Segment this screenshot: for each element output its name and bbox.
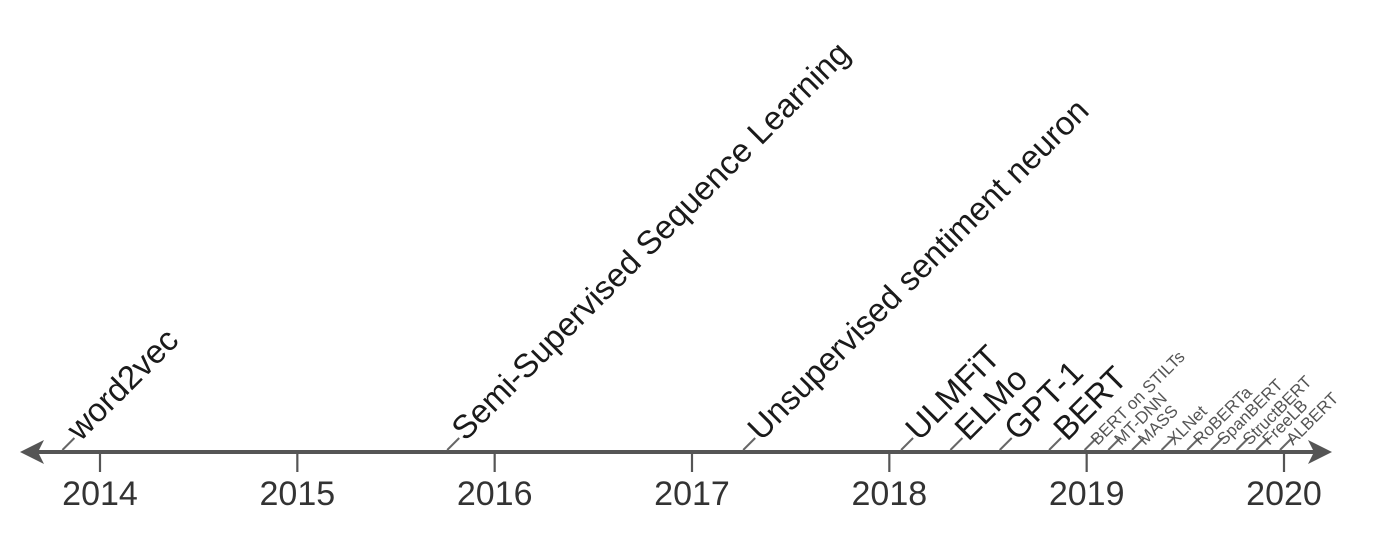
left-arrow-icon (20, 440, 44, 464)
event-marker (1160, 437, 1175, 451)
event-marker (742, 437, 756, 451)
event-markers (61, 437, 1293, 451)
event-label: word2vec (58, 321, 185, 448)
year-label-2014: 2014 (62, 475, 138, 513)
event-marker (1235, 437, 1250, 451)
year-label-2018: 2018 (852, 475, 928, 513)
event-marker (949, 437, 964, 451)
event-marker (1186, 437, 1200, 451)
event-marker (1255, 437, 1269, 451)
event-marker (61, 437, 76, 451)
event-marker (1048, 437, 1062, 451)
event-marker (1279, 437, 1293, 451)
event-marker (1107, 437, 1121, 451)
year-label-2020: 2020 (1246, 475, 1322, 513)
event-marker (1210, 437, 1224, 451)
year-labels: 2014 2015 2016 2017 2018 2019 2020 (62, 475, 1322, 513)
event-marker (900, 437, 914, 451)
year-ticks (98, 452, 1286, 472)
year-label-2017: 2017 (654, 475, 730, 513)
event-marker (1083, 437, 1098, 451)
event-marker (446, 437, 460, 451)
event-marker (999, 437, 1013, 451)
year-label-2016: 2016 (457, 475, 533, 513)
event-labels: word2vec Semi-Supervised Sequence Learnin… (58, 34, 1342, 449)
event-marker (1131, 437, 1145, 451)
right-arrow-icon (1308, 440, 1332, 464)
year-label-2015: 2015 (260, 475, 336, 513)
year-label-2019: 2019 (1049, 475, 1125, 513)
